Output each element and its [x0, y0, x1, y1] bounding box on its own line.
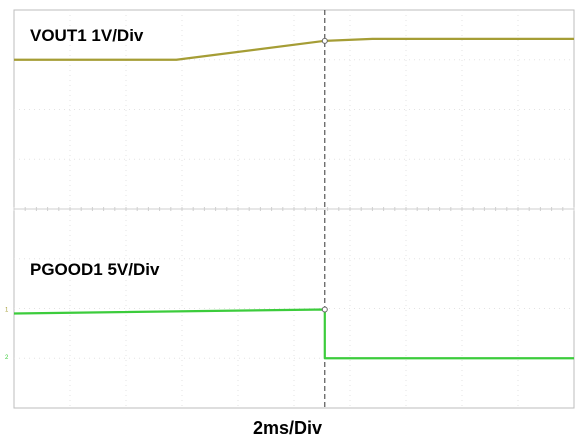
ch1-ground-marker: 1 [5, 308, 9, 314]
center-axes [13, 207, 575, 211]
series-line-2 [13, 308, 574, 360]
pgood-series-label: PGOOD1 5V/Div [30, 260, 160, 279]
trigger-crossing-point [321, 37, 328, 44]
traces [13, 37, 574, 360]
trigger-crossing-point [321, 306, 328, 313]
ch2-ground-marker: 2 [5, 355, 9, 361]
vout-series-label: VOUT1 1V/Div [30, 26, 144, 45]
time-scale-label: 2ms/Div [252, 418, 323, 438]
